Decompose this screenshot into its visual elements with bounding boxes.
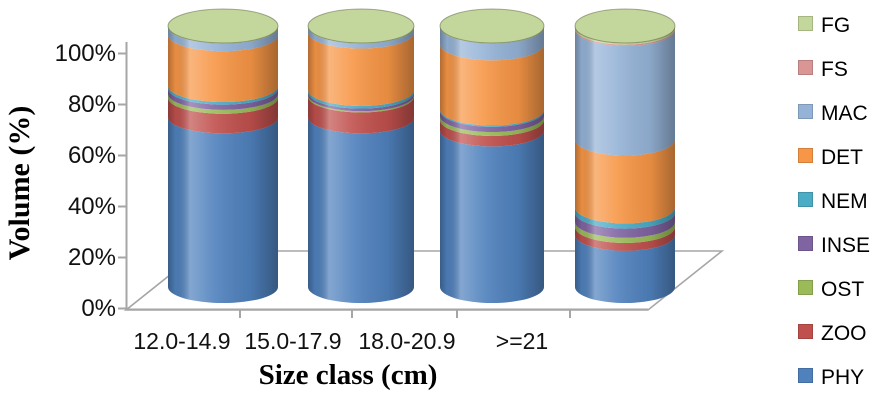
y-tick-label-0%: 0% [81,294,116,322]
legend-item-FS: FS [798,59,848,81]
y-tick-label-80%: 80% [67,90,116,118]
x-tick-label->=21: >=21 [495,328,549,354]
x-axis-title: Size class (cm) [258,359,438,391]
legend-item-MAC: MAC [798,103,868,125]
cylinder-shading [308,26,414,303]
legend-item-OST: OST [798,279,864,301]
legend-label: FS [821,58,848,81]
y-tick-label-60%: 60% [67,141,116,169]
cylinder-shading [168,26,278,303]
y-tick-label-100%: 100% [54,39,116,67]
legend-swatch-PHY [798,368,813,383]
legend-swatch-NEM [798,192,813,207]
x-tick-label-15.0-17.9: 15.0-17.9 [244,328,342,354]
legend-item-INSE: INSE [798,235,870,257]
legend-item-PHY: PHY [798,367,864,389]
legend-label: INSE [821,234,871,257]
legend-swatch-DET [798,148,813,163]
legend-label: FG [821,14,851,37]
y-tick-label-40%: 40% [67,192,116,220]
legend-swatch-OST [798,280,813,295]
cylinder-bar-18.0-20.9 [439,8,545,303]
legend-item-ZOO: ZOO [798,323,867,345]
y-tick-label-20%: 20% [67,243,116,271]
x-tick-label-12.0-14.9: 12.0-14.9 [133,328,231,354]
cylinder-top [574,8,676,44]
legend-item-DET: DET [798,147,863,169]
legend-label: DET [821,146,863,169]
cylinder-top [439,8,545,44]
cylinder-bar->=21 [574,8,676,303]
legend-label: MAC [821,102,868,125]
cylinder-bar-12.0-14.9 [167,8,279,303]
legend-swatch-FS [798,60,813,75]
x-tick-label-18.0-20.9: 18.0-20.9 [358,328,456,354]
legend-swatch-MAC [798,104,813,119]
legend-label: OST [821,278,865,301]
cylinder-shading [440,26,544,303]
cylinder-shading [575,26,675,303]
legend-label: NEM [821,190,868,213]
legend-swatch-ZOO [798,324,813,339]
legend-item-NEM: NEM [798,191,868,213]
legend-item-FG: FG [798,15,850,37]
cylinder-top [167,8,279,44]
cylinder-bar-15.0-17.9 [307,8,415,303]
legend-swatch-FG [798,16,813,31]
legend-label: ZOO [821,322,867,345]
legend-swatch-INSE [798,236,813,251]
legend-label: PHY [821,366,865,389]
cylinder-top [307,8,415,44]
